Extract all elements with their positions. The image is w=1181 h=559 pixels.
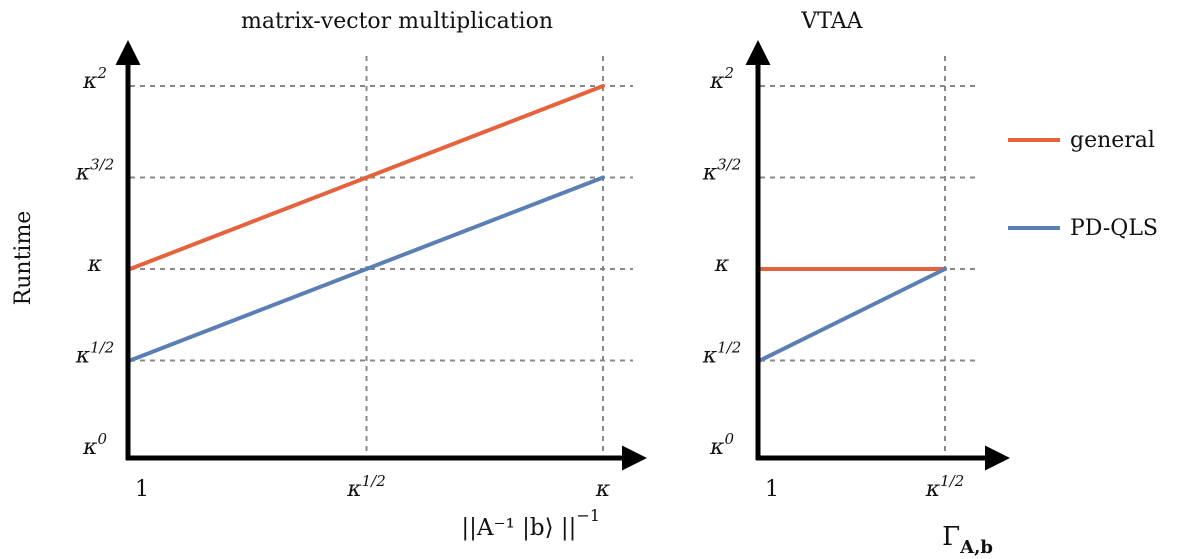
y-tick-label: κ0 (709, 430, 734, 460)
y-tick-label: κ2 (82, 64, 107, 94)
series-line-pd-qls (758, 267, 947, 363)
y-axis-label: Runtime (11, 211, 36, 306)
chart-title: matrix-vector multiplication (241, 9, 553, 34)
y-tick-label: κ0 (82, 430, 107, 460)
y-tick-label: κ2 (709, 64, 734, 94)
x-tick-label: κ1/2 (346, 472, 386, 502)
x-axis-label: ||A⁻¹ |b⟩ ||−1 (461, 506, 600, 541)
x-tick-label: 1 (135, 477, 149, 502)
y-tick-label: κ1/2 (75, 339, 115, 369)
legend-label: general (1070, 128, 1155, 153)
series-line-pd-qls (128, 175, 605, 363)
series-line-general (128, 84, 605, 271)
legend-item-pd-qls: PD-QLS (1008, 216, 1158, 241)
y-tick-label: κ1/2 (702, 339, 742, 369)
legend-item-general: general (1008, 128, 1155, 153)
x-axis-label: ΓA,b (942, 522, 993, 558)
x-tick-label: 1 (765, 477, 779, 502)
chart-panel-1: matrix-vector multiplication κ0 κ1/2 κ κ3/2 κ… (75, 9, 647, 541)
chart-title: VTAA (800, 9, 863, 34)
y-tick-label: κ (87, 252, 103, 277)
x-tick-label: κ (595, 477, 611, 502)
x-tick-label: κ1/2 (925, 472, 965, 502)
y-tick-label: κ (714, 252, 730, 277)
legend-label: PD-QLS (1070, 216, 1158, 241)
y-tick-label: κ3/2 (702, 156, 742, 186)
chart-panel-2: VTAA κ0 κ1/2 κ κ3/2 κ2 1 κ1/2 ΓA,b (702, 9, 1010, 558)
y-tick-label: κ3/2 (75, 156, 115, 186)
